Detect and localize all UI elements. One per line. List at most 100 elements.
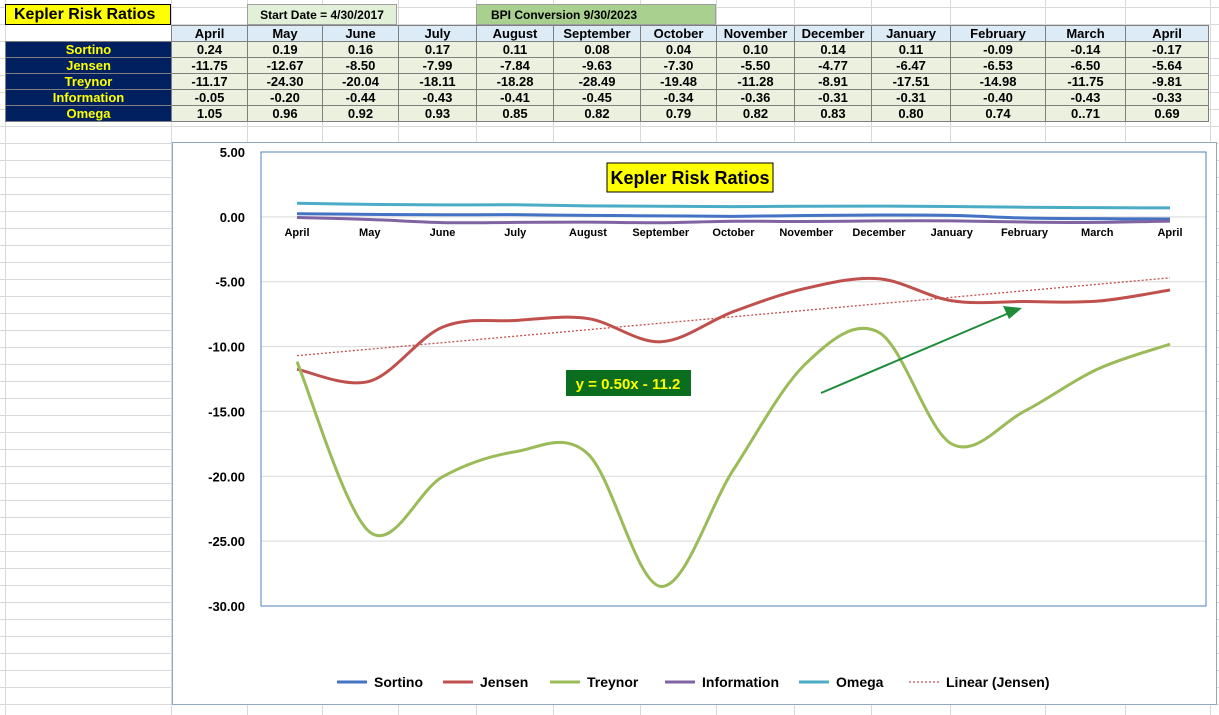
value-cell[interactable]: -12.67 xyxy=(247,57,323,74)
value-cell[interactable]: -11.75 xyxy=(171,57,248,74)
start-date-cell[interactable]: Start Date = 4/30/2017 xyxy=(247,4,397,25)
month-header-cell[interactable]: January xyxy=(871,25,951,42)
value-cell[interactable]: 0.92 xyxy=(322,105,399,122)
value-cell[interactable]: -7.30 xyxy=(640,57,717,74)
value-cell[interactable]: -9.63 xyxy=(553,57,641,74)
value-cell[interactable]: -0.44 xyxy=(322,89,399,106)
value-cell[interactable]: 0.85 xyxy=(476,105,554,122)
x-tick-label: October xyxy=(712,227,755,239)
value-cell[interactable]: -11.75 xyxy=(1045,73,1126,90)
y-tick-label: -30.00 xyxy=(208,599,245,614)
value-cell[interactable]: -24.30 xyxy=(247,73,323,90)
value-cell[interactable]: -11.28 xyxy=(716,73,795,90)
value-cell[interactable]: -18.28 xyxy=(476,73,554,90)
value-cell[interactable]: -17.51 xyxy=(871,73,951,90)
ratios-table: April May June July August September October No… xyxy=(5,25,1209,122)
x-tick-label: April xyxy=(284,227,309,239)
value-cell[interactable]: -8.50 xyxy=(322,57,399,74)
y-tick-label: 5.00 xyxy=(220,145,245,160)
value-cell[interactable]: 0.69 xyxy=(1125,105,1209,122)
value-cell[interactable]: 0.24 xyxy=(171,41,248,58)
value-cell[interactable]: 0.79 xyxy=(640,105,717,122)
row-label-jensen[interactable]: Jensen xyxy=(5,57,172,74)
value-cell[interactable]: -5.64 xyxy=(1125,57,1209,74)
value-cell[interactable]: 0.04 xyxy=(640,41,717,58)
value-cell[interactable]: 0.08 xyxy=(553,41,641,58)
ratio-row: Omega 1.05 0.96 0.92 0.93 0.85 0.82 0.79 0.82 0.8… xyxy=(5,105,1209,122)
value-cell[interactable]: 0.82 xyxy=(716,105,795,122)
value-cell[interactable]: -0.14 xyxy=(1045,41,1126,58)
value-cell[interactable]: -0.43 xyxy=(398,89,477,106)
value-cell[interactable]: 0.96 xyxy=(247,105,323,122)
month-header-cell[interactable]: February xyxy=(950,25,1046,42)
value-cell[interactable]: -4.77 xyxy=(794,57,872,74)
month-header-cell[interactable]: March xyxy=(1045,25,1126,42)
month-header-cell[interactable]: December xyxy=(794,25,872,42)
value-cell[interactable]: -0.05 xyxy=(171,89,248,106)
series-line-jensen xyxy=(296,276,1171,385)
value-cell[interactable]: -0.41 xyxy=(476,89,554,106)
value-cell[interactable]: -0.31 xyxy=(871,89,951,106)
value-cell[interactable]: -11.17 xyxy=(171,73,248,90)
value-cell[interactable]: -0.43 xyxy=(1045,89,1126,106)
value-cell[interactable]: 0.80 xyxy=(871,105,951,122)
value-cell[interactable]: -18.11 xyxy=(398,73,477,90)
value-cell[interactable]: -0.33 xyxy=(1125,89,1209,106)
bpi-conversion-cell[interactable]: BPI Conversion 9/30/2023 xyxy=(476,4,716,25)
value-cell[interactable]: 0.14 xyxy=(794,41,872,58)
month-header-cell[interactable]: November xyxy=(716,25,795,42)
sheet-title[interactable]: Kepler Risk Ratios xyxy=(5,4,171,25)
value-cell[interactable]: -0.09 xyxy=(950,41,1046,58)
value-cell[interactable]: -19.48 xyxy=(640,73,717,90)
value-cell[interactable]: 0.82 xyxy=(553,105,641,122)
value-cell[interactable]: 0.10 xyxy=(716,41,795,58)
value-cell[interactable]: -8.91 xyxy=(794,73,872,90)
x-tick-label: July xyxy=(504,227,527,239)
month-header-cell[interactable]: July xyxy=(398,25,477,42)
month-header-cell[interactable]: September xyxy=(553,25,641,42)
value-cell[interactable]: -0.17 xyxy=(1125,41,1209,58)
value-cell[interactable]: -6.53 xyxy=(950,57,1046,74)
value-cell[interactable]: -6.47 xyxy=(871,57,951,74)
month-header-cell[interactable]: April xyxy=(171,25,248,42)
value-cell[interactable]: -0.20 xyxy=(247,89,323,106)
row-label-omega[interactable]: Omega xyxy=(5,105,172,122)
value-cell[interactable]: -0.31 xyxy=(794,89,872,106)
value-cell[interactable]: 0.93 xyxy=(398,105,477,122)
value-cell[interactable]: 0.19 xyxy=(247,41,323,58)
month-header-cell[interactable]: June xyxy=(322,25,399,42)
value-cell[interactable]: -0.34 xyxy=(640,89,717,106)
value-cell[interactable]: -28.49 xyxy=(553,73,641,90)
value-cell[interactable]: -20.04 xyxy=(322,73,399,90)
row-label-sortino[interactable]: Sortino xyxy=(5,41,172,58)
value-cell[interactable]: 0.11 xyxy=(476,41,554,58)
value-cell[interactable]: -0.36 xyxy=(716,89,795,106)
value-cell[interactable]: 0.16 xyxy=(322,41,399,58)
value-cell[interactable]: -9.81 xyxy=(1125,73,1209,90)
month-header-cell[interactable]: October xyxy=(640,25,717,42)
value-cell[interactable]: 0.83 xyxy=(794,105,872,122)
ratio-row: Information -0.05 -0.20 -0.44 -0.43 -0.41 -0.4… xyxy=(5,89,1209,106)
value-cell[interactable]: 0..71 xyxy=(1045,105,1126,122)
value-cell[interactable]: 1.05 xyxy=(171,105,248,122)
value-cell[interactable]: -14.98 xyxy=(950,73,1046,90)
value-cell[interactable]: -7.99 xyxy=(398,57,477,74)
plot-area-border xyxy=(260,151,1207,607)
month-header-cell[interactable]: August xyxy=(476,25,554,42)
chart-area[interactable]: 5.00 0.00 -5.00 -10.00 -15.00 -20.00 -25.00 -30… xyxy=(172,142,1217,705)
value-cell[interactable]: -7.84 xyxy=(476,57,554,74)
value-cell[interactable]: 0.74 xyxy=(950,105,1046,122)
legend-label: Linear (Jensen) xyxy=(946,674,1049,690)
value-cell[interactable]: -6.50 xyxy=(1045,57,1126,74)
value-cell[interactable]: -0.40 xyxy=(950,89,1046,106)
row-label-treynor[interactable]: Treynor xyxy=(5,73,172,90)
value-cell[interactable]: 0.11 xyxy=(871,41,951,58)
month-header-cell[interactable]: April xyxy=(1125,25,1209,42)
value-cell[interactable]: -0.45 xyxy=(553,89,641,106)
month-header-cell[interactable]: May xyxy=(247,25,323,42)
x-tick-label: November xyxy=(779,227,834,239)
value-cell[interactable]: -5.50 xyxy=(716,57,795,74)
series-line-information xyxy=(296,216,1171,225)
row-label-information[interactable]: Information xyxy=(5,89,172,106)
value-cell[interactable]: 0.17 xyxy=(398,41,477,58)
